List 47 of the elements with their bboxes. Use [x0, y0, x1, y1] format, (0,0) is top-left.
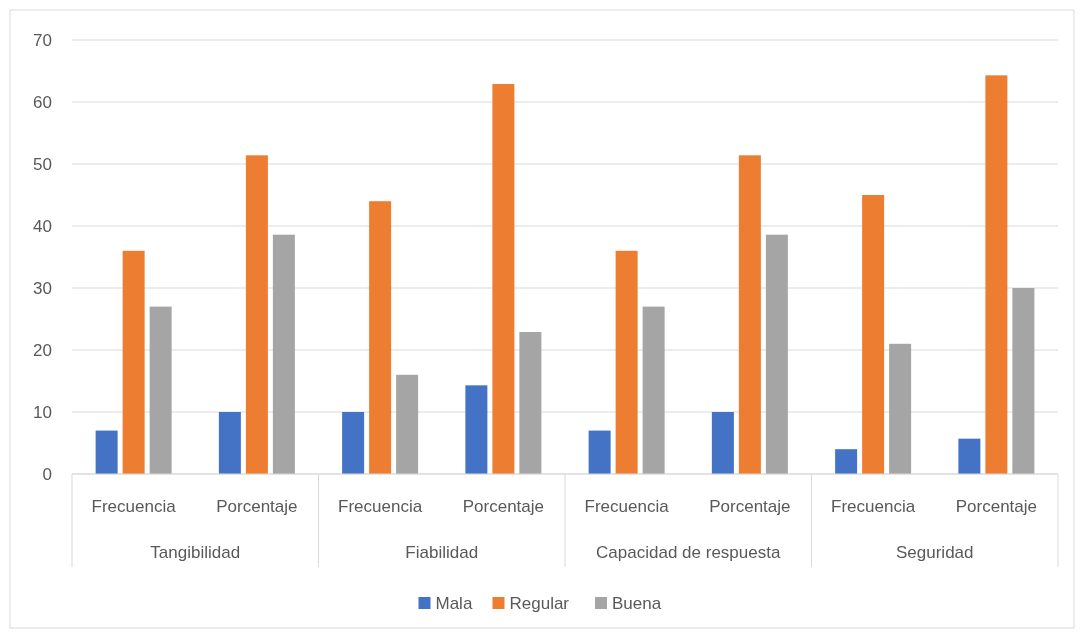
bar [615, 250, 638, 474]
bar [642, 306, 665, 474]
y-tick-label: 50 [33, 154, 52, 174]
x-tick-label: Frecuencia [91, 497, 177, 516]
x-tick-label: Porcentaje [709, 497, 791, 516]
y-tick-label: 30 [33, 278, 52, 298]
bar [122, 250, 145, 474]
x-tick-label: Porcentaje [462, 497, 545, 516]
text: Capacidad de respuesta [596, 543, 781, 562]
bar [218, 412, 241, 474]
bar [465, 385, 488, 474]
legend-label: Buena [612, 593, 662, 613]
bar [985, 75, 1008, 474]
y-tick-label: 0 [42, 464, 52, 484]
bar [1012, 288, 1035, 474]
bar [245, 155, 268, 474]
bar [272, 234, 295, 474]
bar [862, 195, 885, 474]
text: Fiabilidad [405, 543, 479, 562]
bar [342, 412, 365, 474]
x-tick-label: Frecuencia [831, 497, 916, 516]
bar [149, 306, 172, 474]
legend-label: Mala [435, 593, 473, 613]
y-tick-label: 60 [33, 92, 52, 112]
text: Tangibilidad [150, 543, 241, 562]
legend-label: Regular [509, 593, 570, 613]
y-tick-label: 70 [33, 30, 52, 50]
bar [835, 449, 858, 474]
bar [958, 438, 981, 474]
bar [588, 430, 611, 474]
y-tick-label: 10 [33, 402, 52, 422]
bar [95, 430, 118, 474]
bar [738, 155, 761, 474]
bar [711, 412, 734, 474]
bar [396, 374, 419, 474]
x-tick-label: Frecuencia [584, 497, 670, 516]
y-tick-label: 20 [33, 340, 52, 360]
x-tick-label: Porcentaje [216, 497, 298, 516]
x-tick-label: Frecuencia [338, 497, 423, 516]
x-tick-label: Porcentaje [955, 497, 1038, 516]
bar [765, 234, 788, 474]
text: Seguridad [895, 543, 974, 562]
y-tick-label: 40 [33, 216, 52, 236]
bar [369, 201, 392, 474]
bar [519, 332, 542, 474]
bar [889, 343, 912, 474]
bar [492, 84, 515, 474]
